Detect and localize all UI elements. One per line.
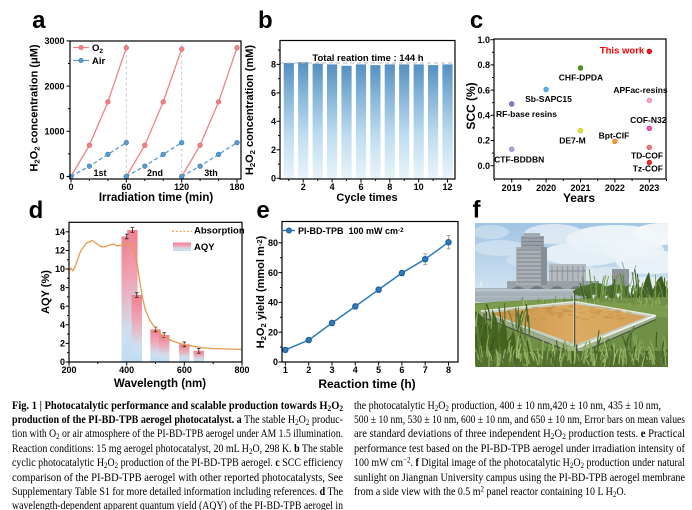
svg-text:H2O2 concentration (mM): H2O2 concentration (mM) [244, 45, 257, 176]
svg-text:APFac-resins: APFac-resins [613, 85, 668, 95]
svg-text:0: 0 [271, 174, 276, 184]
svg-text:b: b [258, 7, 273, 34]
svg-text:2019: 2019 [502, 183, 522, 193]
svg-text:a: a [32, 7, 46, 34]
svg-text:4: 4 [60, 320, 65, 330]
svg-text:0: 0 [273, 357, 278, 367]
svg-text:6: 6 [60, 301, 65, 311]
svg-text:0: 0 [68, 182, 73, 192]
svg-text:7: 7 [423, 365, 428, 375]
svg-text:Tz-COF: Tz-COF [633, 164, 663, 174]
svg-text:3000: 3000 [44, 36, 64, 46]
svg-text:8: 8 [60, 283, 65, 293]
svg-text:0.0: 0.0 [477, 161, 490, 171]
svg-text:10: 10 [414, 182, 424, 192]
svg-text:80: 80 [268, 238, 278, 248]
svg-text:SCC (%): SCC (%) [464, 82, 478, 129]
svg-text:180: 180 [229, 182, 244, 192]
svg-text:2: 2 [60, 339, 65, 349]
svg-text:400: 400 [119, 365, 134, 375]
svg-text:1000: 1000 [44, 127, 64, 137]
svg-text:f: f [473, 197, 482, 224]
svg-text:RF-base resins: RF-base resins [496, 109, 557, 119]
svg-text:2022: 2022 [605, 183, 625, 193]
svg-text:d: d [29, 197, 44, 224]
svg-text:O2: O2 [92, 43, 103, 55]
svg-text:1: 1 [283, 365, 288, 375]
svg-text:Air: Air [92, 56, 106, 67]
svg-text:60: 60 [268, 268, 278, 278]
svg-text:60: 60 [121, 182, 131, 192]
svg-text:H2O2 concentration (μM): H2O2 concentration (μM) [29, 44, 42, 171]
svg-text:TD-COF: TD-COF [631, 151, 663, 161]
svg-text:Reaction time (h): Reaction time (h) [318, 377, 415, 391]
svg-text:3: 3 [329, 365, 334, 375]
svg-text:120: 120 [174, 182, 189, 192]
svg-text:Cycle times: Cycle times [336, 192, 397, 204]
svg-text:H2O2 yield (mmol m-2): H2O2 yield (mmol m-2) [255, 235, 268, 348]
svg-text:e: e [256, 197, 269, 224]
svg-text:0.4: 0.4 [477, 111, 490, 121]
svg-text:5: 5 [376, 365, 381, 375]
svg-text:6: 6 [399, 365, 404, 375]
svg-text:12: 12 [443, 182, 453, 192]
svg-text:2023: 2023 [639, 183, 659, 193]
svg-text:AQY (%): AQY (%) [40, 270, 52, 314]
svg-text:Bpt-CIF: Bpt-CIF [599, 131, 630, 141]
svg-text:2000: 2000 [44, 81, 64, 91]
svg-text:20: 20 [268, 327, 278, 337]
svg-text:2: 2 [306, 365, 311, 375]
svg-text:Irradiation time (min): Irradiation time (min) [99, 192, 214, 204]
svg-text:PI-BD-TPB 100 mW cm-2: PI-BD-TPB 100 mW cm-2 [298, 226, 404, 236]
svg-text:12: 12 [55, 246, 65, 256]
svg-text:800: 800 [234, 365, 249, 375]
svg-text:4: 4 [330, 182, 335, 192]
svg-text:1st: 1st [93, 168, 106, 178]
svg-text:2020: 2020 [536, 183, 556, 193]
svg-text:4: 4 [271, 117, 276, 127]
svg-text:0: 0 [59, 172, 64, 182]
svg-text:10: 10 [55, 264, 65, 274]
svg-text:DE7-M: DE7-M [559, 136, 585, 146]
svg-text:0.8: 0.8 [477, 60, 490, 70]
svg-text:0.2: 0.2 [477, 136, 490, 146]
svg-text:3th: 3th [204, 168, 218, 178]
svg-text:8: 8 [446, 365, 451, 375]
svg-text:2021: 2021 [570, 183, 590, 193]
svg-text:0.6: 0.6 [477, 85, 490, 95]
svg-text:2nd: 2nd [147, 168, 163, 178]
svg-text:6: 6 [358, 182, 363, 192]
svg-text:40: 40 [268, 298, 278, 308]
svg-text:200: 200 [61, 365, 76, 375]
svg-text:8: 8 [271, 60, 276, 70]
svg-text:6: 6 [271, 88, 276, 98]
svg-text:This work: This work [600, 46, 645, 57]
svg-text:CHF-DPDA: CHF-DPDA [559, 73, 603, 83]
svg-text:14: 14 [55, 227, 65, 237]
svg-text:CTF-BDDBN: CTF-BDDBN [494, 154, 544, 164]
svg-text:Absorption: Absorption [194, 226, 245, 237]
svg-text:4: 4 [353, 365, 358, 375]
svg-text:c: c [470, 7, 483, 34]
svg-text:Wavelength (nm): Wavelength (nm) [114, 378, 206, 390]
svg-text:600: 600 [177, 365, 192, 375]
svg-text:1.0: 1.0 [477, 35, 490, 45]
svg-text:2: 2 [271, 145, 276, 155]
svg-text:Years: Years [563, 191, 595, 205]
svg-text:8: 8 [387, 182, 392, 192]
svg-text:0: 0 [60, 357, 65, 367]
svg-text:AQY: AQY [194, 242, 215, 253]
svg-text:Total reation time : 144 h: Total reation time : 144 h [312, 53, 423, 64]
svg-text:COF-N32: COF-N32 [630, 115, 667, 125]
svg-text:Sb-SAPC15: Sb-SAPC15 [525, 94, 572, 104]
svg-text:2: 2 [301, 182, 306, 192]
